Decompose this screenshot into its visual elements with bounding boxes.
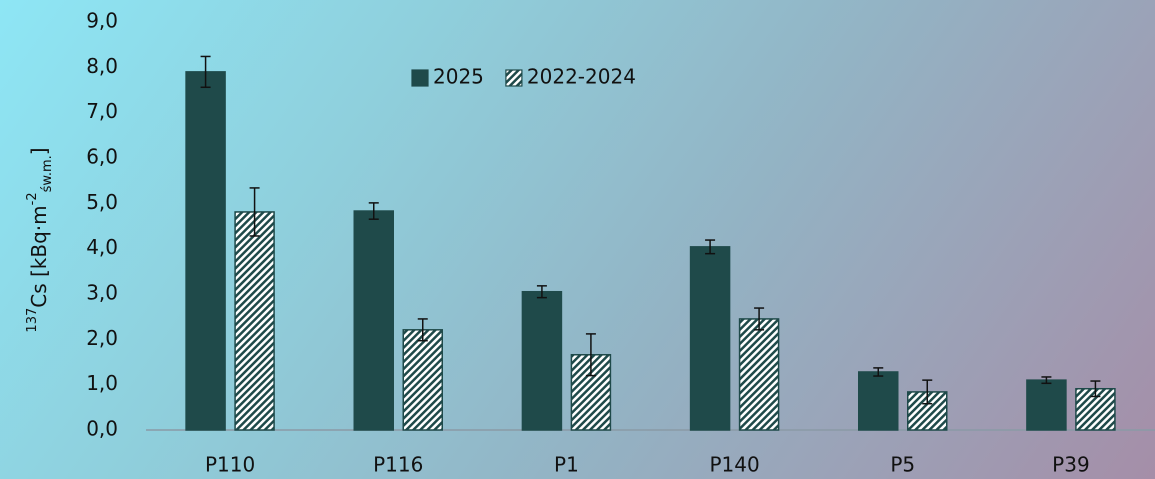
- legend-swatch: [505, 69, 523, 87]
- y-tick-label: 7,0: [86, 99, 118, 123]
- legend-label: 2025: [433, 65, 484, 89]
- bar: [738, 318, 780, 431]
- bar: [185, 71, 226, 431]
- y-label-sub: św.m.: [40, 155, 55, 192]
- legend-swatch: [411, 69, 429, 87]
- y-tick-label: 4,0: [86, 235, 118, 259]
- x-tick-label: P5: [890, 453, 915, 477]
- x-tick-label: P39: [1052, 453, 1090, 477]
- y-tick-label: 8,0: [86, 54, 118, 78]
- y-tick-label: 0,0: [86, 417, 118, 441]
- x-tick-label: P140: [709, 453, 759, 477]
- y-tick-label: 1,0: [86, 371, 118, 395]
- bar: [402, 329, 443, 431]
- y-label-sup: 137: [25, 308, 40, 333]
- bar: [353, 210, 394, 431]
- y-tick-label: 2,0: [86, 326, 118, 350]
- x-tick-label: P116: [373, 453, 423, 477]
- y-label-sup: -2: [25, 192, 40, 205]
- y-tick-label: 5,0: [86, 190, 118, 214]
- y-tick-label: 3,0: [86, 281, 118, 305]
- bar: [1026, 379, 1067, 431]
- legend-label: 2022-2024: [527, 65, 636, 89]
- bar: [521, 290, 563, 431]
- y-tick-label: 9,0: [86, 9, 118, 33]
- bar: [858, 371, 899, 431]
- x-tick-label: P110: [205, 453, 255, 477]
- x-tick-label: P1: [554, 453, 579, 477]
- y-label-end: ]: [27, 147, 51, 155]
- bar: [570, 353, 612, 431]
- bar: [689, 246, 731, 431]
- y-label-main: Cs [kBq·m: [27, 205, 51, 307]
- y-axis-label: 137Cs [kBq·m-2św.m.]: [25, 147, 55, 332]
- y-tick-label: 6,0: [86, 145, 118, 169]
- bar: [234, 211, 275, 431]
